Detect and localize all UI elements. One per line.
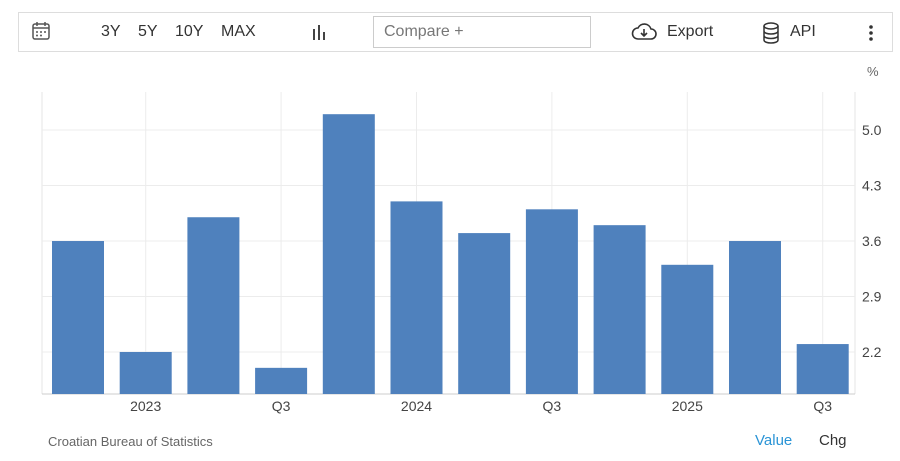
x-tick-label: 2025 bbox=[672, 398, 703, 414]
bar bbox=[729, 241, 781, 394]
source-label: Croatian Bureau of Statistics bbox=[48, 434, 213, 449]
x-tick-label: 2024 bbox=[401, 398, 432, 414]
y-tick-label: 3.6 bbox=[862, 233, 882, 249]
x-tick-label: Q3 bbox=[272, 398, 291, 414]
api-button[interactable]: API bbox=[790, 23, 816, 40]
unit-label: % bbox=[867, 64, 879, 79]
y-tick-label: 5.0 bbox=[862, 122, 882, 138]
bar bbox=[525, 209, 578, 394]
bar-chart-icon[interactable] bbox=[310, 23, 328, 41]
y-tick-label: 2.2 bbox=[862, 344, 882, 360]
bar bbox=[52, 241, 104, 394]
bar bbox=[661, 264, 714, 394]
cloud-download-icon[interactable] bbox=[631, 22, 657, 44]
range-3y-button[interactable]: 3Y bbox=[101, 23, 121, 40]
range-10y-button[interactable]: 10Y bbox=[175, 23, 204, 40]
bar bbox=[187, 217, 240, 394]
vertical-ellipsis-icon[interactable] bbox=[868, 24, 874, 42]
chg-tab[interactable]: Chg bbox=[819, 432, 847, 449]
x-tick-label: Q3 bbox=[813, 398, 832, 414]
bar bbox=[458, 233, 511, 394]
bar bbox=[796, 344, 849, 394]
bar bbox=[390, 201, 443, 394]
calendar-icon[interactable] bbox=[31, 21, 51, 43]
bar bbox=[255, 367, 308, 394]
bar bbox=[322, 114, 375, 395]
x-tick-label: Q3 bbox=[543, 398, 562, 414]
toolbar: 3Y 5Y 10Y MAX Compare + Export API bbox=[18, 12, 893, 52]
compare-input[interactable]: Compare + bbox=[373, 16, 591, 48]
bar bbox=[119, 351, 172, 394]
range-5y-button[interactable]: 5Y bbox=[138, 23, 158, 40]
export-button[interactable]: Export bbox=[667, 23, 714, 40]
bar bbox=[593, 225, 646, 394]
y-tick-label: 4.3 bbox=[862, 178, 882, 194]
y-tick-label: 2.9 bbox=[862, 289, 882, 305]
range-max-button[interactable]: MAX bbox=[221, 23, 256, 40]
value-tab[interactable]: Value bbox=[755, 432, 793, 449]
x-tick-label: 2023 bbox=[130, 398, 161, 414]
database-icon[interactable] bbox=[762, 22, 780, 44]
